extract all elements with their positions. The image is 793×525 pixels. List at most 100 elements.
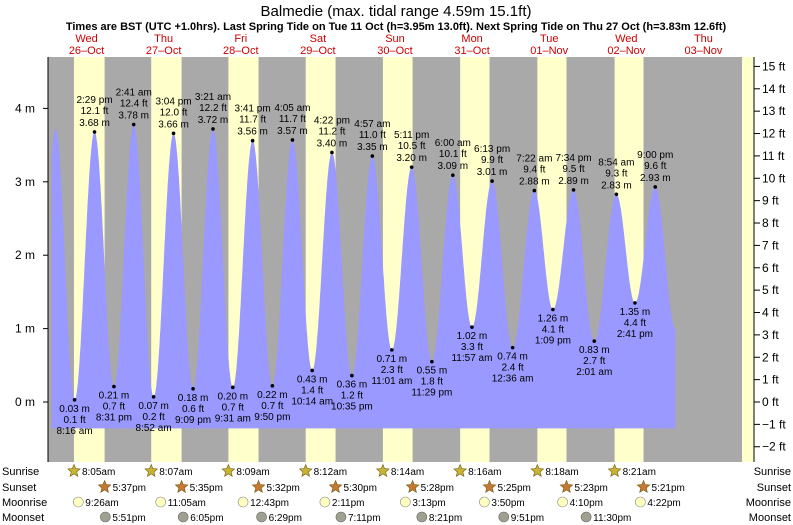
moonrise-time: 12:43pm bbox=[250, 498, 289, 509]
high-tide-time: 6:00 am bbox=[435, 138, 471, 149]
y-tick-label-ft: −1 ft bbox=[762, 417, 786, 431]
low-tide-ft: 0.6 ft bbox=[182, 404, 204, 415]
moonset-time: 6:05pm bbox=[190, 513, 223, 524]
high-tide-ft: 9.6 ft bbox=[644, 161, 666, 172]
low-tide-m: 0.36 m bbox=[337, 380, 368, 391]
low-tide-ft: 1.4 ft bbox=[301, 385, 323, 396]
sunset-time: 5:32pm bbox=[267, 483, 300, 494]
low-tide-marker bbox=[592, 339, 597, 343]
high-tide-marker bbox=[171, 131, 176, 136]
sunrise-icon bbox=[530, 463, 545, 477]
moonrise-time: 4:10pm bbox=[570, 498, 603, 509]
high-tide-time: 4:05 am bbox=[274, 103, 310, 114]
row-label-left: Sunset bbox=[2, 482, 36, 494]
moonrise-icon bbox=[237, 496, 249, 508]
sunset-time: 5:30pm bbox=[344, 483, 377, 494]
low-tide-m: 0.18 m bbox=[178, 393, 209, 404]
low-tide-time: 9:50 pm bbox=[254, 412, 290, 423]
high-tide-ft: 12.1 ft bbox=[81, 106, 109, 117]
sunrise-time: 8:21am bbox=[623, 467, 656, 478]
low-tide-time: 10:35 pm bbox=[331, 402, 373, 413]
high-tide-time: 7:22 am bbox=[516, 154, 552, 165]
high-tide-marker bbox=[92, 130, 97, 134]
day-name-label: Sun bbox=[385, 33, 405, 45]
moonset-icon bbox=[416, 511, 428, 523]
y-tick-label-ft: 3 ft bbox=[762, 328, 779, 342]
row-label-left: Sunrise bbox=[2, 466, 39, 478]
low-tide-ft: 0.7 ft bbox=[222, 402, 244, 413]
y-tick-label-ft: 8 ft bbox=[762, 216, 779, 230]
tide-curve bbox=[51, 124, 676, 429]
low-tide-ft: 4.4 ft bbox=[624, 318, 646, 329]
chart-subtitle: Times are BST (UTC +1.0hrs). Last Spring… bbox=[66, 21, 727, 33]
high-tide-m: 3.78 m bbox=[118, 111, 149, 122]
y-tick-label-ft: 7 ft bbox=[762, 238, 779, 252]
low-tide-marker bbox=[231, 385, 235, 390]
day-name-label: Fri bbox=[234, 33, 247, 45]
moonset-time: 11:30pm bbox=[593, 513, 631, 524]
high-tide-time: 5:11 pm bbox=[394, 130, 429, 141]
row-label-left: Moonset bbox=[2, 512, 44, 524]
sun-moon-rows: Sunrise Sunrise Sunset Sunset Moonrise Moonri… bbox=[2, 463, 791, 524]
moonrise-time: 11:05am bbox=[168, 498, 206, 509]
water-area bbox=[51, 124, 676, 429]
low-tide-marker bbox=[470, 325, 474, 329]
moonrise-icon bbox=[72, 496, 84, 508]
moonrise-icon bbox=[319, 496, 331, 508]
sunrise-time: 8:07am bbox=[159, 467, 192, 478]
high-tide-marker bbox=[370, 154, 375, 158]
moonset-time: 7:11pm bbox=[348, 513, 381, 524]
day-name-label: Mon bbox=[461, 33, 482, 45]
high-tide-ft: 11.7 ft bbox=[239, 115, 266, 126]
high-tide-m: 3.56 m bbox=[237, 127, 268, 138]
sunset-icon bbox=[482, 479, 497, 493]
day-date-label: 30–Oct bbox=[377, 45, 412, 57]
high-tide-marker bbox=[330, 150, 334, 155]
high-tide-m: 2.93 m bbox=[640, 173, 671, 184]
sunset-icon bbox=[405, 479, 420, 493]
high-tide-ft: 12.4 ft bbox=[120, 99, 148, 110]
high-tide-m: 3.57 m bbox=[277, 126, 308, 137]
row-label-right: Moonrise bbox=[746, 497, 791, 509]
low-tide-ft: 2.3 ft bbox=[381, 365, 403, 376]
daylight-band bbox=[742, 57, 754, 462]
moonrise-icon bbox=[479, 496, 490, 508]
sunset-time: 5:23pm bbox=[575, 483, 608, 494]
y-tick-label-m: 4 m bbox=[15, 101, 35, 115]
y-tick-label-ft: 10 ft bbox=[762, 171, 786, 185]
sunset-time: 5:35pm bbox=[190, 483, 223, 494]
day-name-label: Sat bbox=[310, 33, 327, 45]
day-headers: Wed26–OctThu27–OctFri28–OctSat29–OctSun3… bbox=[69, 33, 723, 57]
low-tide-ft: 1.2 ft bbox=[341, 391, 363, 402]
y-tick-label-ft: 13 ft bbox=[762, 104, 786, 118]
low-tide-marker bbox=[72, 397, 77, 402]
low-tide-m: 0.07 m bbox=[138, 401, 169, 412]
moonset-time: 9:51pm bbox=[511, 513, 544, 524]
sunrise-time: 8:05am bbox=[82, 467, 115, 478]
y-tick-label-ft: 1 ft bbox=[762, 373, 779, 387]
high-tide-m: 3.68 m bbox=[79, 118, 110, 129]
low-tide-time: 2:01 am bbox=[576, 367, 612, 378]
low-tide-marker bbox=[510, 345, 515, 350]
high-tide-ft: 11.7 ft bbox=[279, 114, 306, 125]
high-tide-ft: 9.4 ft bbox=[523, 165, 545, 176]
sunrise-time: 8:16am bbox=[468, 467, 501, 478]
low-tide-marker bbox=[270, 384, 275, 388]
high-tide-time: 4:22 pm bbox=[314, 115, 350, 126]
y-tick-label-m: 2 m bbox=[15, 248, 35, 262]
moonset-time: 8:21pm bbox=[429, 513, 462, 524]
high-tide-m: 3.20 m bbox=[396, 153, 427, 164]
low-tide-time: 10:14 am bbox=[291, 396, 333, 407]
moonset-time: 5:51pm bbox=[112, 513, 145, 524]
moonrise-icon bbox=[155, 496, 167, 508]
sunset-icon bbox=[636, 479, 651, 493]
chart-title: Balmedie (max. tidal range 4.59m 15.1ft) bbox=[261, 3, 532, 20]
low-tide-m: 0.21 m bbox=[99, 391, 130, 402]
sunrise-time: 8:09am bbox=[236, 467, 269, 478]
moonset-icon bbox=[177, 511, 189, 523]
high-tide-time: 2:41 am bbox=[116, 88, 152, 99]
low-tide-m: 0.55 m bbox=[417, 366, 448, 377]
high-tide-ft: 9.9 ft bbox=[481, 155, 503, 166]
low-tide-ft: 2.4 ft bbox=[501, 363, 523, 374]
day-date-label: 29–Oct bbox=[300, 45, 335, 57]
